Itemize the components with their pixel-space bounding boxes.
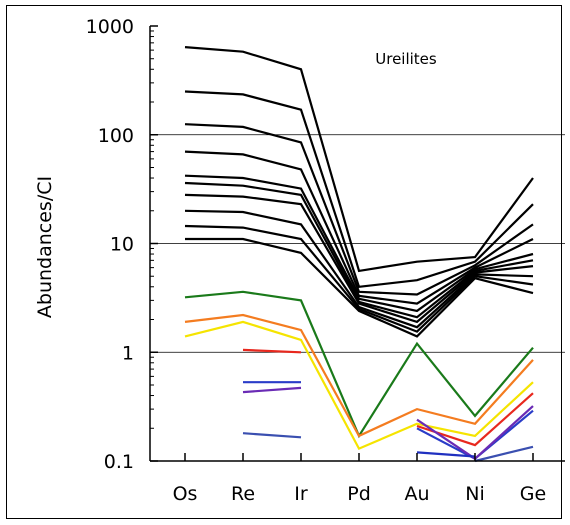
y-tick-label: 100 [98,125,134,147]
series-line [184,193,534,324]
x-tick-label: Au [404,483,429,505]
gridlines [150,134,565,353]
x-tick-label: Os [173,483,198,505]
series-line [184,90,534,288]
series-line [416,451,476,458]
series-line [185,237,534,338]
series-line [242,348,302,354]
y-tick-label: 1000 [86,16,134,38]
x-tick-label: Ir [294,483,308,505]
y-tick-label: 1 [122,342,134,364]
chart-annotation: Ureilites [375,50,437,68]
series-line [184,174,534,313]
series-line [184,46,534,273]
series-line [184,123,534,296]
x-tick-label: Ni [465,483,485,505]
series-line [474,445,534,463]
x-tick-label: Pd [347,483,371,505]
y-axis-label: Abundances/CI [34,176,56,318]
series-line [184,313,534,438]
chart-frame [6,5,562,519]
series-layer [184,46,534,463]
series-line [184,224,534,333]
ticks: 0.1 1 10 100 1000 Os Re Ir Pd Au Ni Ge [86,16,547,505]
series-line [184,290,534,439]
x-tick-label: Re [231,483,255,505]
series-line [242,432,302,439]
x-tick-label: Ge [520,483,546,505]
series-line [184,320,534,451]
series-line [242,386,302,394]
y-tick-label: 0.1 [104,451,134,473]
series-line [184,209,534,329]
series-line [184,150,534,305]
y-tick-label: 10 [110,234,134,256]
